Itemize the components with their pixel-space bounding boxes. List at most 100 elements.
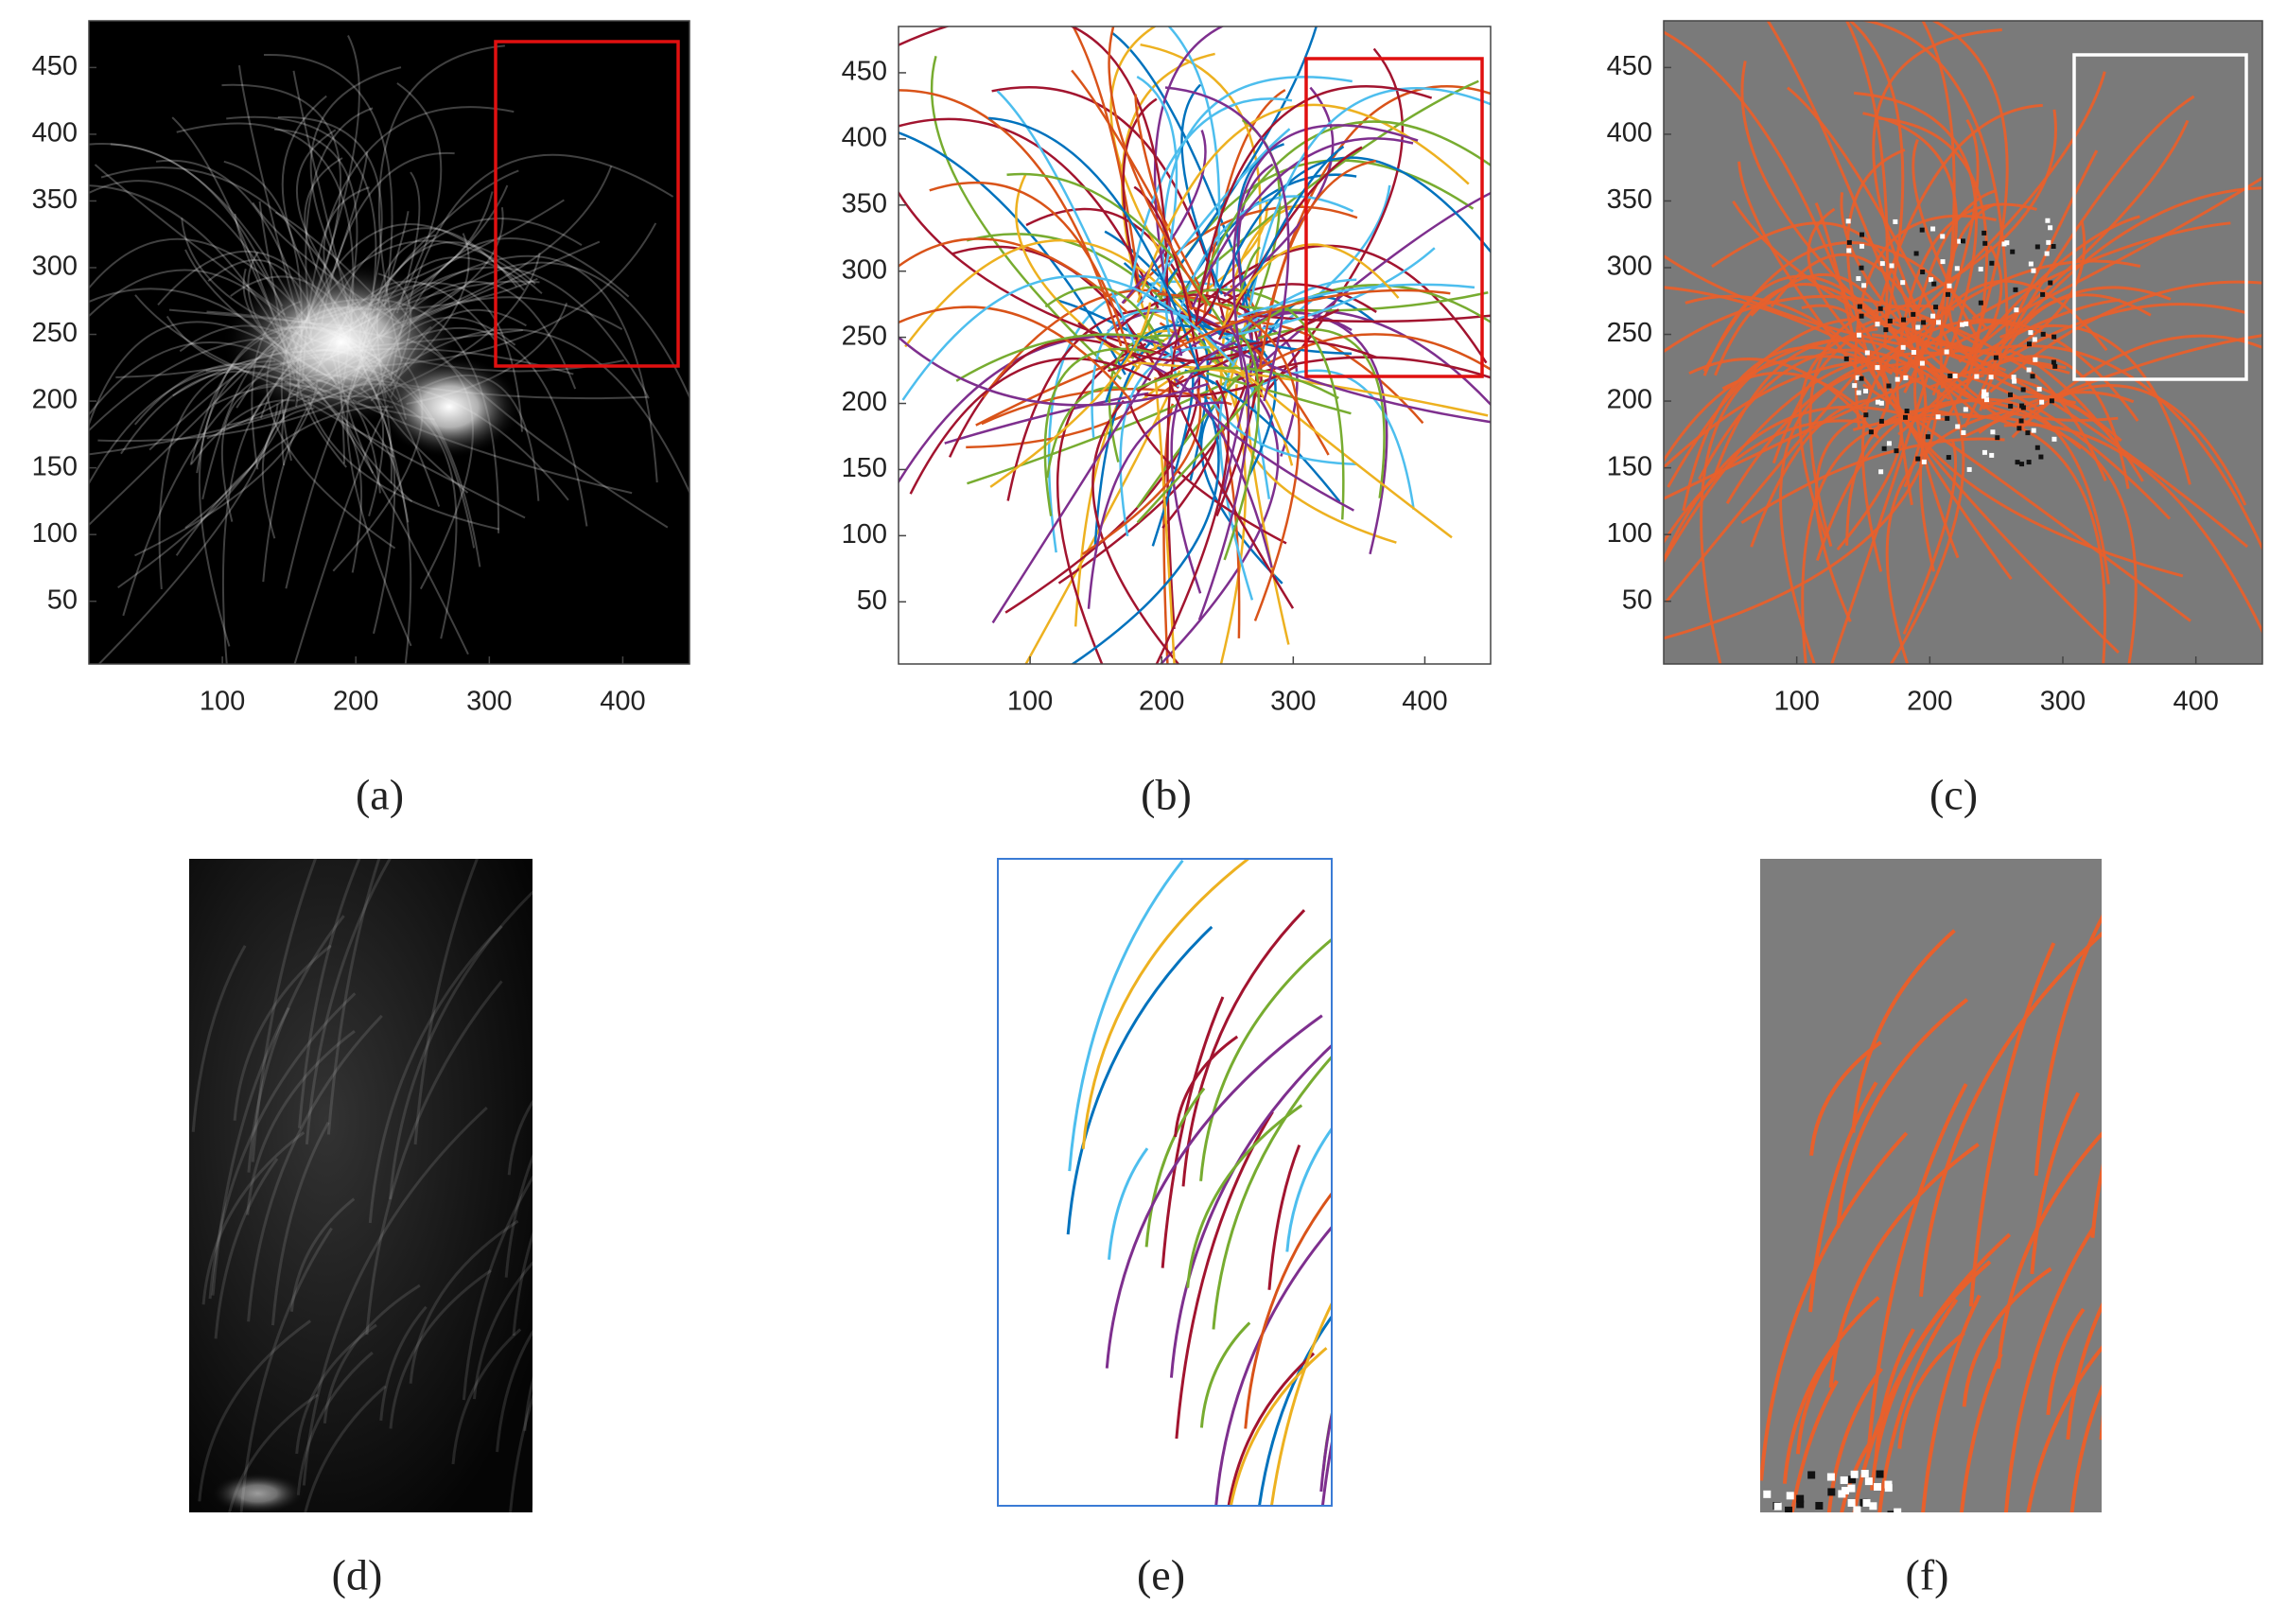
speckle (1846, 239, 1852, 245)
speckle (1947, 283, 1952, 288)
faint-loop (304, 1385, 387, 1512)
loop-segment (1184, 369, 1341, 503)
loop-segment (1006, 172, 1226, 328)
speckle (1974, 374, 1980, 379)
speckle (1911, 311, 1916, 317)
faint-loop (198, 1319, 312, 1502)
speckle (2016, 426, 2022, 431)
speckle (1886, 383, 1892, 389)
loop-segment (989, 302, 1152, 488)
speckle (1984, 397, 1990, 403)
caption: (e) (1137, 1551, 1185, 1599)
traced-loop (1798, 327, 1878, 537)
speckle (2044, 251, 2050, 256)
y-tick-label: 400 (32, 118, 78, 148)
x-tick-label: 200 (333, 687, 378, 717)
traced-loop (1898, 202, 2037, 348)
speckle (1982, 240, 1988, 246)
loop-segment (1068, 859, 1184, 1172)
speckle (1893, 218, 1898, 224)
loop-segment (1056, 342, 1147, 664)
loop-segment (1244, 1191, 1332, 1429)
loop-segment (1199, 1321, 1251, 1428)
faint-loop (296, 1351, 374, 1495)
traced-loop (1902, 438, 1958, 635)
speckle (1869, 1502, 1877, 1510)
traced-loop (1968, 942, 2056, 1307)
loop-segment (1144, 1087, 1206, 1248)
traced-loop (2003, 1225, 2096, 1512)
loop-segment (899, 117, 1160, 309)
caption: (a) (356, 771, 404, 819)
y-tick-label: 250 (842, 321, 887, 351)
speckle (1886, 441, 1892, 446)
traced-loop (1921, 366, 2172, 520)
loop-segment (1169, 1043, 1332, 1378)
speckle (2028, 330, 2034, 336)
traced-loop (1789, 1379, 1839, 1512)
speckle (1901, 317, 1907, 323)
faint-loop (211, 1006, 290, 1296)
loop-segment (1180, 83, 1224, 295)
faint-loop (246, 1030, 356, 1215)
traced-loop (2003, 423, 2262, 635)
loop-segment (966, 375, 1185, 449)
speckle (1930, 313, 1936, 319)
speckle (1904, 409, 1910, 414)
loop-segment (1047, 280, 1228, 553)
speckle (1864, 1477, 1873, 1486)
caption: (c) (1929, 771, 1978, 819)
loop-segment (1259, 159, 1376, 368)
loop-segment (1195, 85, 1433, 326)
panel: 100 200 300 400 50 100 150 200 250 300 350 400 450 (c… (1607, 20, 2263, 819)
traced-loop (2012, 95, 2195, 331)
traced-loop (1979, 293, 2152, 411)
axes-frame (88, 20, 690, 665)
speckle (2001, 241, 2007, 247)
image-background (189, 859, 532, 1512)
traced-loop (1844, 21, 1889, 345)
faint-loop (512, 1231, 532, 1336)
speckle (2026, 341, 2032, 347)
x-tick-label: 300 (1270, 687, 1316, 717)
speckle (2026, 460, 2032, 465)
x-tick-label: 200 (1139, 687, 1184, 717)
faint-loop (214, 1158, 279, 1339)
y-tick-label: 450 (1607, 51, 1652, 81)
loop-segment (929, 181, 1130, 354)
speckle (2046, 239, 2051, 245)
loop-segment (1087, 401, 1225, 609)
traced-loop (1814, 202, 1856, 342)
y-tick-label: 350 (1607, 184, 1652, 215)
loop-segment (1164, 86, 1290, 402)
loop-segment (1199, 937, 1332, 1181)
speckle (1874, 1482, 1882, 1491)
speckle (2010, 249, 2016, 254)
speckle (1935, 414, 1941, 420)
speckle (1913, 251, 1919, 256)
loop-segment (1164, 372, 1295, 609)
traced-loop (1895, 349, 1913, 506)
traced-loop (1993, 186, 2262, 358)
traced-loop (1760, 1131, 1909, 1481)
speckle (1981, 393, 1986, 399)
loop (98, 403, 279, 664)
loop-segment (1209, 397, 1357, 466)
loop-segment (1186, 387, 1354, 512)
traced-loop (1999, 323, 2191, 485)
speckle (1989, 260, 1995, 266)
traced-loop (1894, 349, 2107, 481)
speckle (1915, 456, 1921, 462)
speckle (1846, 248, 1852, 253)
traced-loop (1912, 138, 1981, 342)
speckle (2034, 244, 2040, 250)
speckle (1883, 327, 1889, 333)
x-tick-label: 100 (1773, 687, 1819, 717)
speckle (2051, 243, 2056, 249)
speckle (2013, 287, 2018, 292)
loop-segment (1211, 284, 1491, 363)
speckle (2020, 387, 2026, 393)
loop-segment (1108, 288, 1220, 373)
speckle (1989, 452, 1995, 458)
speckle (1840, 1476, 1848, 1484)
